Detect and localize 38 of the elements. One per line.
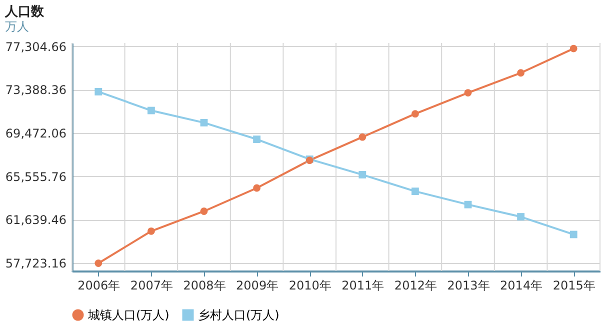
y-tick-label: 57,723.16 bbox=[5, 256, 66, 270]
x-tick-label: 2014年 bbox=[500, 278, 543, 292]
point bbox=[358, 171, 366, 178]
chart-title: 人口数 bbox=[4, 4, 45, 20]
point bbox=[358, 133, 366, 141]
y-tick-label: 73,388.36 bbox=[5, 83, 66, 98]
point bbox=[464, 200, 472, 208]
point bbox=[570, 230, 578, 238]
point bbox=[570, 44, 578, 52]
x-tick-label: 2010年 bbox=[288, 278, 332, 292]
x-tick-label: 2011年 bbox=[342, 278, 384, 292]
y-tick-label: 77,304.66 bbox=[5, 40, 66, 54]
point bbox=[94, 260, 102, 267]
legend-label: 城镇人口(万人) bbox=[87, 308, 170, 322]
y-tick-label: 69,472.06 bbox=[5, 126, 66, 140]
x-tick-label: 2009年 bbox=[236, 278, 279, 292]
point bbox=[94, 88, 102, 96]
point bbox=[200, 208, 208, 215]
point bbox=[253, 184, 261, 192]
x-tick-label: 2013年 bbox=[447, 278, 490, 292]
point bbox=[200, 118, 208, 126]
point bbox=[411, 110, 419, 118]
x-tick-label: 2006年 bbox=[78, 278, 120, 292]
point bbox=[517, 213, 525, 220]
point bbox=[464, 89, 472, 97]
y-tick-label: 61,639.46 bbox=[5, 213, 66, 228]
y-tick-label: 65,555.76 bbox=[5, 170, 66, 184]
x-tick-label: 2012年 bbox=[394, 278, 437, 292]
y-axis-title: 万人 bbox=[4, 19, 29, 34]
point bbox=[253, 136, 261, 143]
legend-label: 乡村人口(万人) bbox=[198, 308, 280, 322]
point bbox=[147, 227, 155, 235]
point bbox=[517, 69, 525, 77]
point bbox=[147, 106, 155, 114]
x-tick-label: 2007年 bbox=[130, 278, 173, 292]
point bbox=[411, 188, 419, 196]
x-tick-label: 2008年 bbox=[183, 278, 226, 292]
x-tick-label: 2015年 bbox=[552, 278, 596, 292]
